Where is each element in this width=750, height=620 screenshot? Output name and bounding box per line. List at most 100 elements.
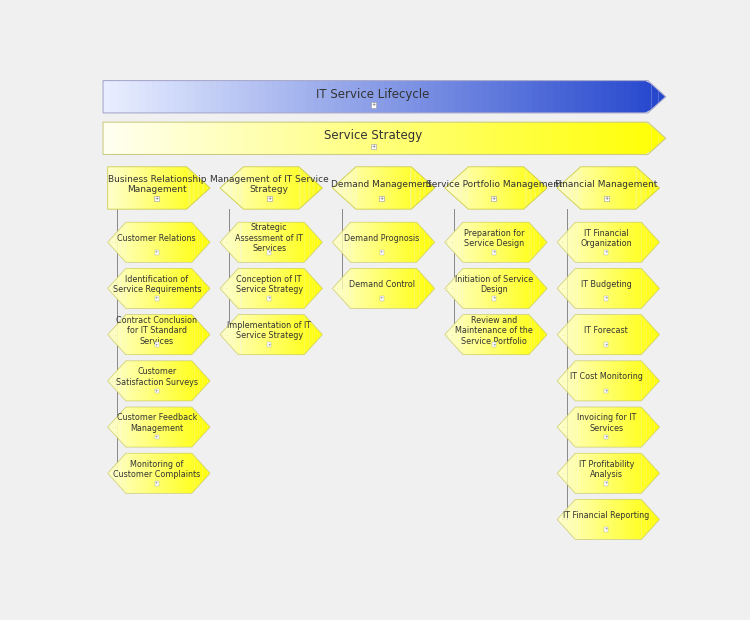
Polygon shape [560, 467, 562, 479]
Polygon shape [512, 268, 514, 309]
Polygon shape [247, 167, 248, 209]
Polygon shape [156, 314, 159, 355]
Polygon shape [244, 167, 246, 209]
Polygon shape [398, 81, 406, 113]
Polygon shape [190, 268, 192, 309]
Polygon shape [455, 177, 456, 198]
Polygon shape [427, 280, 430, 297]
Polygon shape [578, 314, 580, 355]
Polygon shape [588, 167, 590, 209]
Polygon shape [361, 222, 363, 262]
Polygon shape [348, 173, 349, 203]
Polygon shape [374, 222, 376, 262]
Polygon shape [560, 81, 567, 113]
Polygon shape [557, 471, 560, 476]
Polygon shape [601, 167, 602, 209]
Polygon shape [109, 167, 110, 209]
Polygon shape [154, 407, 156, 447]
Polygon shape [174, 361, 177, 401]
Polygon shape [608, 361, 611, 401]
Polygon shape [281, 268, 284, 309]
Polygon shape [483, 268, 486, 309]
Polygon shape [562, 326, 565, 343]
Polygon shape [195, 272, 197, 306]
Polygon shape [426, 180, 427, 196]
Polygon shape [392, 222, 394, 262]
Polygon shape [641, 223, 644, 262]
Polygon shape [123, 453, 125, 493]
Polygon shape [509, 167, 510, 209]
Text: +: + [267, 196, 272, 201]
Polygon shape [197, 413, 200, 441]
Polygon shape [579, 167, 580, 209]
Polygon shape [570, 410, 572, 444]
Polygon shape [190, 170, 192, 205]
Polygon shape [384, 81, 392, 113]
Polygon shape [110, 81, 117, 113]
Polygon shape [288, 167, 290, 209]
Polygon shape [530, 315, 532, 355]
Polygon shape [598, 314, 601, 355]
Polygon shape [174, 268, 177, 309]
Polygon shape [116, 370, 118, 392]
Polygon shape [302, 169, 303, 206]
Polygon shape [601, 407, 603, 447]
Polygon shape [646, 228, 650, 257]
Polygon shape [138, 81, 146, 113]
Polygon shape [195, 410, 197, 444]
Polygon shape [452, 277, 455, 299]
Polygon shape [272, 81, 279, 113]
Polygon shape [294, 314, 297, 355]
Polygon shape [374, 268, 376, 309]
Polygon shape [619, 407, 621, 447]
Polygon shape [254, 167, 256, 209]
Polygon shape [298, 167, 299, 209]
Polygon shape [179, 167, 181, 209]
Text: IT Cost Monitoring: IT Cost Monitoring [570, 373, 643, 381]
Polygon shape [125, 167, 127, 209]
Polygon shape [136, 314, 139, 355]
Polygon shape [624, 453, 626, 494]
Polygon shape [486, 268, 488, 309]
Polygon shape [159, 81, 166, 113]
Text: +: + [371, 144, 375, 149]
Polygon shape [530, 173, 532, 203]
Polygon shape [272, 314, 274, 355]
Polygon shape [335, 283, 338, 294]
Polygon shape [566, 179, 568, 197]
Text: Service Strategy: Service Strategy [324, 129, 422, 142]
Polygon shape [179, 453, 182, 494]
Text: IT Budgeting: IT Budgeting [581, 280, 632, 289]
Polygon shape [208, 471, 210, 476]
Polygon shape [125, 222, 128, 262]
Polygon shape [320, 185, 321, 190]
Polygon shape [652, 126, 658, 151]
Polygon shape [652, 511, 655, 528]
Text: +: + [154, 196, 159, 201]
Polygon shape [181, 122, 188, 154]
Polygon shape [238, 268, 241, 309]
Text: +: + [155, 250, 158, 254]
Polygon shape [279, 122, 286, 154]
Polygon shape [128, 453, 130, 494]
Polygon shape [346, 174, 348, 202]
Polygon shape [156, 361, 159, 401]
Polygon shape [524, 167, 526, 209]
Polygon shape [148, 407, 152, 447]
Polygon shape [484, 167, 486, 209]
Polygon shape [141, 453, 143, 494]
Polygon shape [590, 453, 593, 494]
Polygon shape [560, 514, 562, 525]
Polygon shape [190, 222, 192, 262]
Text: Initiation of Service
Design: Initiation of Service Design [454, 275, 533, 294]
Polygon shape [470, 167, 472, 209]
Polygon shape [568, 228, 570, 257]
Polygon shape [565, 180, 566, 196]
Polygon shape [163, 167, 164, 209]
Polygon shape [136, 361, 139, 401]
Polygon shape [412, 268, 414, 309]
Polygon shape [461, 172, 463, 204]
Polygon shape [470, 222, 473, 262]
Polygon shape [159, 167, 160, 209]
Polygon shape [312, 324, 315, 346]
